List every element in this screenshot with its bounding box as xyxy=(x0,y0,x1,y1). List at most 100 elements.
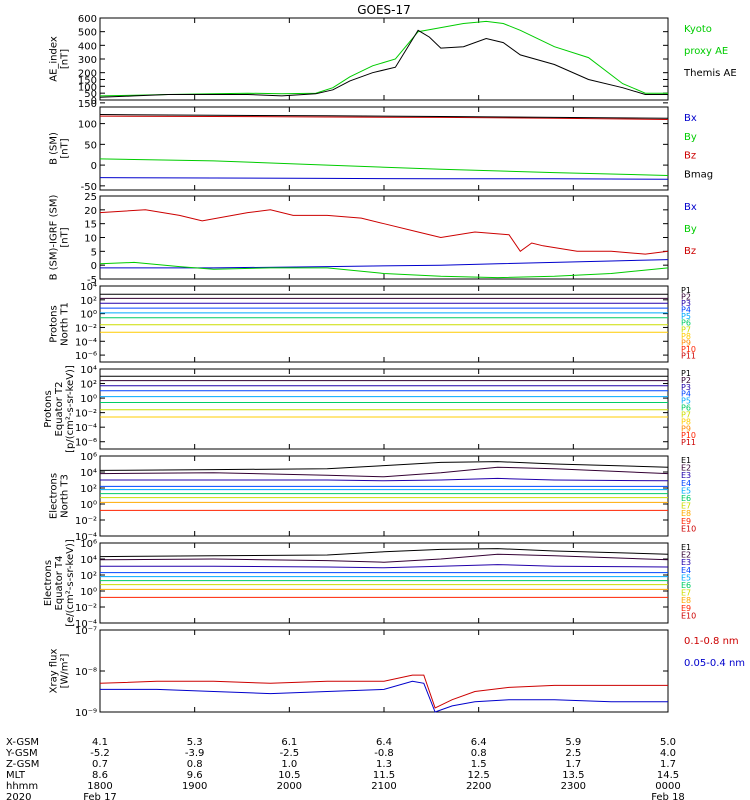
legend-entry: P5 xyxy=(681,397,691,406)
series-0-05-0-4-nm xyxy=(100,680,668,713)
legend-entry: E6 xyxy=(681,581,691,590)
y-tick-label: 10⁻⁴ xyxy=(75,337,97,348)
legend-entry: Themis AE xyxy=(683,68,737,79)
y-tick-label: 10⁰ xyxy=(80,587,97,598)
y-tick-label: 0 xyxy=(91,261,97,272)
y-tick-label: 10⁻² xyxy=(75,323,97,334)
axis-value: 2200 xyxy=(466,781,491,792)
series-by xyxy=(99,158,669,176)
panel-frame xyxy=(99,17,669,101)
y-tick-label: 10⁰ xyxy=(80,500,97,511)
axis-value: 1.3 xyxy=(376,759,392,770)
legend-entry: P6 xyxy=(681,404,691,413)
y-tick-label: 10⁻⁶ xyxy=(75,351,97,362)
y-tick-label: 10⁶ xyxy=(80,452,97,463)
y-axis-label: [W/m²] xyxy=(60,653,71,688)
y-axis-label: Electrons xyxy=(43,560,54,606)
axis-value: -3.9 xyxy=(185,748,205,759)
legend-entry: E8 xyxy=(681,509,691,518)
y-tick-label: -50 xyxy=(81,182,97,193)
legend-entry: P3 xyxy=(681,383,691,392)
series-bz xyxy=(99,115,669,120)
y-tick-label: 10⁻² xyxy=(75,516,97,527)
axis-value: 4.1 xyxy=(92,737,108,748)
legend-entry: E6 xyxy=(681,494,691,503)
axis-value: 10.5 xyxy=(278,770,300,781)
legend-entry: P4 xyxy=(681,306,691,315)
legend-entry: E5 xyxy=(681,486,691,495)
axis-row-label: Z-GSM xyxy=(6,759,39,770)
legend-entry: E4 xyxy=(681,479,691,488)
legend-entry: By xyxy=(684,224,697,235)
legend-entry: E1 xyxy=(681,543,691,552)
y-axis-label: [nT] xyxy=(60,227,71,247)
panel-frame xyxy=(99,542,669,624)
panel-xray: 10⁻⁷ 10⁻⁸ 10⁻⁹ Xray flux [W/m²] 0.1-0.8 nm 0.0… xyxy=(49,626,746,719)
legend-entry: E8 xyxy=(681,596,691,605)
y-tick-label: 15 xyxy=(84,220,97,231)
y-axis-label: AE_index xyxy=(49,36,60,82)
y-tick-label: 0 xyxy=(91,161,97,172)
axis-date: Feb 17 xyxy=(83,792,117,800)
axis-value: 13.5 xyxy=(562,770,584,781)
legend-entry: P2 xyxy=(681,293,691,302)
y-tick-label: 50 xyxy=(84,89,97,100)
axis-value: 0.7 xyxy=(92,759,108,770)
axis-value: 5.9 xyxy=(565,737,581,748)
legend-entry: Kyoto xyxy=(684,24,712,35)
y-tick-label: 200 xyxy=(78,69,97,80)
axis-value: 6.4 xyxy=(471,737,487,748)
legend-entry: P2 xyxy=(681,376,691,385)
y-tick-label: 10⁰ xyxy=(80,394,97,405)
y-axis-label: Equator T2 xyxy=(54,382,65,437)
y-axis-label: North T3 xyxy=(60,474,71,518)
y-axis-label: B (SM) xyxy=(49,132,60,165)
y-axis-label: Electrons xyxy=(49,473,60,519)
y-tick-label: 10² xyxy=(80,380,97,391)
legend-entry: P11 xyxy=(681,351,696,360)
legend-entry: E10 xyxy=(681,611,696,620)
y-tick-label: 5 xyxy=(91,247,97,258)
axis-value: 1.7 xyxy=(660,759,676,770)
legend-entry: P1 xyxy=(681,369,691,378)
y-tick-label: 10² xyxy=(80,571,97,582)
y-tick-label: 10⁴ xyxy=(80,555,97,566)
series-e1 xyxy=(99,548,669,558)
series-e3 xyxy=(100,564,669,569)
legend-entry: P8 xyxy=(681,417,691,426)
y-axis-label: Xray flux xyxy=(49,649,60,694)
axis-value: 0.8 xyxy=(187,759,203,770)
y-tick-label: 10⁻⁴ xyxy=(75,423,97,434)
axis-value: 4.0 xyxy=(660,748,676,759)
panel-frame xyxy=(99,629,669,713)
legend-entry: P8 xyxy=(681,332,691,341)
axis-value: 2.5 xyxy=(565,748,581,759)
figure-title: GOES-17 xyxy=(357,3,411,17)
series-kyoto-proxy-ae xyxy=(99,20,668,97)
legend-entry: Bx xyxy=(684,113,697,124)
y-tick-label: 10⁻⁴ xyxy=(75,619,97,630)
axis-row-label: X-GSM xyxy=(6,737,39,748)
legend-entry: Bmag xyxy=(684,169,713,180)
y-tick-label: 600 xyxy=(78,14,97,25)
y-tick-label: 150 xyxy=(78,99,97,110)
y-axis-label: [e/(cm²-s-sr-keV)] xyxy=(65,539,76,627)
axis-value: 0.8 xyxy=(471,748,487,759)
y-tick-label: 50 xyxy=(84,140,97,151)
legend-entry: 0.1-0.8 nm xyxy=(684,636,739,647)
legend-entry: P6 xyxy=(681,319,691,328)
legend-entry: By xyxy=(684,132,697,143)
y-tick-label: 20 xyxy=(84,206,97,217)
y-tick-label: 300 xyxy=(78,55,97,66)
legend-entry: E1 xyxy=(681,456,691,465)
y-tick-label: 100 xyxy=(78,82,97,93)
y-tick-label: 10⁻⁴ xyxy=(75,532,97,543)
y-tick-label: 10⁴ xyxy=(80,365,97,376)
series-themis-ae xyxy=(99,29,668,98)
legend-entry: Bx xyxy=(684,202,697,213)
axis-value: 6.4 xyxy=(376,737,392,748)
axis-value: 1.7 xyxy=(565,759,581,770)
y-tick-label: -5 xyxy=(87,275,97,286)
axis-value: -2.5 xyxy=(280,748,300,759)
